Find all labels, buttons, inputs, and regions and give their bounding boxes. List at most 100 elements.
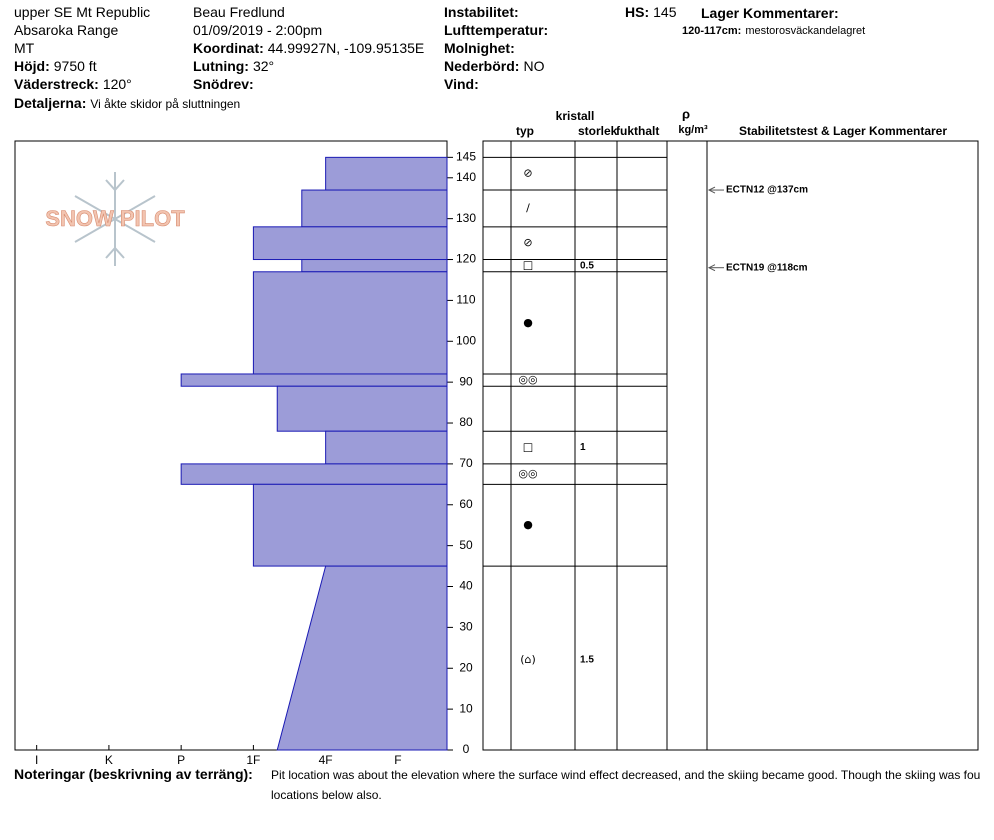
test-label: ECTN12 @137cm [726,185,808,196]
test-arrowhead [707,264,716,272]
y-tick-label: 120 [456,252,476,266]
header-field: Nederbörd: NO [444,57,544,75]
hardness-layer [276,385,448,432]
field-label: Vind: [444,76,479,92]
field-label: Väderstreck: [14,76,99,92]
layer-comment: 120-117cm: mestorosväckandelagret [682,22,865,40]
x-tick-label: K [105,753,113,767]
field-value: 120° [102,76,132,92]
field-value: upper SE Mt Republic [14,4,151,20]
header-field: Snödrev: [193,75,258,93]
logo [74,172,156,266]
field-value: 44.99927N, -109.95135E [267,40,425,56]
header-field: 01/09/2019 - 2:00pm [193,21,322,39]
layer-comments-title: Lager Kommentarer: [701,5,839,21]
header-field: Höjd: 9750 ft [14,57,97,75]
y-tick-label: 30 [459,620,473,634]
x-tick-label: F [394,753,401,767]
field-label: Lutning: [193,58,249,74]
hardness-layer [325,430,448,465]
column-dividers [510,141,708,750]
y-tick-label: 80 [459,415,473,429]
header-field: Lufttemperatur: [444,21,552,39]
header-field: Beau Fredlund [193,3,285,21]
hardness-layer [301,259,448,273]
comment-value: mestorosväckandelagret [745,25,866,37]
column-header: storlek [578,124,618,138]
field-value: NO [523,58,545,74]
column-header: fukthalt [616,124,659,138]
y-tick-label: 90 [459,374,473,388]
test-arrowhead [707,186,716,194]
grain-type: □ [523,259,533,272]
y-tick-label: 100 [456,333,476,347]
y-tick-label: 40 [459,579,473,593]
field-label: Lufttemperatur: [444,22,549,38]
hardness-layer [301,189,448,228]
header-field: Koordinat: 44.99927N, -109.95135E [193,39,424,57]
details-label: Detaljerna: [14,95,87,111]
hardness-layer [180,463,448,485]
x-tick-label: I [35,753,38,767]
grain-type: ⊘ [523,236,532,249]
header-field: Instabilitet: [444,3,523,21]
grain-type: ● [523,518,533,531]
y-tick-label: 145 [456,150,476,164]
grain-type: ◎◎ [518,373,537,386]
field-value: 01/09/2019 - 2:00pm [193,22,323,38]
logo-text: SNOW PILOT [45,206,185,231]
test-label: ECTN19 @118cm [726,262,808,273]
header-field: HS: 145 [625,3,676,21]
details: Detaljerna: Vi åkte skidor på sluttningen [14,94,240,113]
column-header: typ [516,124,534,138]
column-header: kristall [556,109,595,123]
grain-size: 1 [580,442,586,453]
column-header: ρ [682,106,690,121]
header-field: Vind: [444,75,483,93]
y-tick-label: 140 [456,170,476,184]
y-tick-label: 0 [463,742,470,756]
y-tick-label: 50 [459,538,473,552]
field-label: Koordinat: [193,40,264,56]
grain-size: 0.5 [580,260,594,271]
notes-line: Pit location was about the elevation whe… [271,768,981,782]
field-value: 9750 ft [53,58,97,74]
grain-size: 1.5 [580,655,594,666]
comment-label: 120-117cm: [682,25,742,37]
x-tick-label: 4F [319,753,333,767]
header-field: Molnighet: [444,39,519,57]
y-tick-label: 60 [459,497,473,511]
field-value: MT [14,40,35,56]
y-tick-label: 10 [459,701,473,715]
table-frame [482,140,979,751]
y-tick-label: 130 [456,211,476,225]
hardness-layer [180,373,448,387]
notes-label: Noteringar (beskrivning av terräng): [14,766,253,782]
grain-type: □ [523,441,533,454]
field-label: Snödrev: [193,76,254,92]
header-field: MT [14,39,34,57]
y-tick-label: 110 [456,293,475,307]
y-tick-label: 20 [459,660,473,674]
field-value: 145 [653,4,677,20]
grain-type: / [526,201,530,214]
y-tick-label: 70 [459,456,473,470]
field-value: 32° [252,58,275,74]
header-field: Väderstreck: 120° [14,75,132,93]
x-tick-label: 1F [246,753,260,767]
header-field: Absaroka Range [14,21,118,39]
field-label: HS: [625,4,650,20]
column-header: kg/m³ [678,124,708,136]
grain-type: ◎◎ [518,467,537,480]
x-tick-label: P [177,753,185,767]
field-label: Molnighet: [444,40,515,56]
hardness-layer [252,226,448,261]
header-field: upper SE Mt Republic [14,3,150,21]
column-header: Stabilitetstest & Lager Kommentarer [739,124,947,138]
notes-line: locations below also. [271,788,382,802]
header-field: Lutning: 32° [193,57,274,75]
field-label: Nederbörd: [444,58,520,74]
hardness-layer [325,156,448,191]
